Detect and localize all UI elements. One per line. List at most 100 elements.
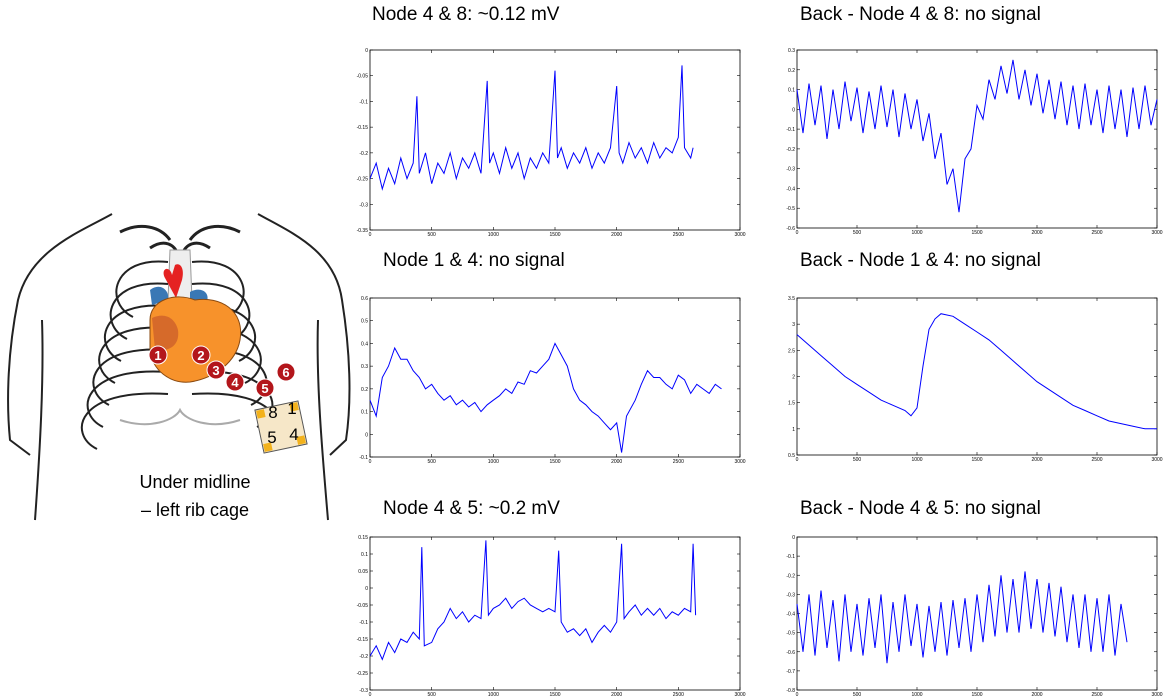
electrode [263,442,273,452]
plot-frame [796,49,1158,229]
x-tick-label: 2000 [1031,230,1042,236]
y-tick-label: -0.15 [357,125,369,131]
y-tick-label: 0.5 [788,453,795,459]
node-marker [225,372,245,392]
x-tick-label: 2000 [611,692,622,698]
patch-body [254,400,308,454]
heart-right [152,315,179,351]
x-tick-label: 1000 [911,692,922,698]
diaphragm [119,407,241,426]
y-tick-label: -0.35 [357,228,369,234]
x-tick-label: 3000 [734,692,745,698]
node-label: 6 [282,365,289,380]
x-tick-label: 500 [427,232,436,238]
x-tick-label: 500 [853,692,862,698]
y-tick-label: -0.3 [359,688,368,694]
y-tick-label: 0.6 [361,296,368,302]
plot-frame [369,536,741,691]
x-tick-label: 2000 [1031,692,1042,698]
signal-trace [369,65,694,191]
patch-label: 8 [268,403,277,422]
chart: Node 4 & 5: ~0.2 mV 0.15 0.1 0.05 0 -0.05 -0.1… [357,498,746,698]
y-tick-label: -0.3 [786,167,795,173]
y-tick-label: -0.25 [357,671,369,677]
x-tick-label: 500 [853,457,862,463]
y-tick-label: -0.4 [786,612,795,618]
patch-label: 4 [289,425,298,444]
y-tick-label: 0 [365,432,368,438]
x-tick-label: 2500 [1091,692,1102,698]
x-tick-label: 3000 [734,232,745,238]
patch-label: 1 [287,399,296,418]
y-tick-label: 0.1 [361,410,368,416]
x-tick-label: 2500 [673,692,684,698]
y-tick-label: -0.05 [357,603,369,609]
chart-title: Node 4 & 8: ~0.12 mV [372,4,560,25]
y-tick-label: 0.2 [788,68,795,74]
x-tick-label: 2500 [1091,230,1102,236]
x-tick-label: 0 [369,232,372,238]
torso-outline [7,213,351,521]
rib [81,392,169,450]
x-tick-label: 1500 [549,232,560,238]
x-tick-label: 0 [796,692,799,698]
signal-trace [369,540,697,661]
y-tick-label: -0.4 [786,186,795,192]
y-tick-label: -0.1 [359,99,368,105]
y-tick-label: -0.05 [357,74,369,80]
y-tick-label: -0.1 [786,554,795,560]
y-tick-label: 0 [792,535,795,541]
chart: Node 4 & 8: ~0.12 mV 0 -0.05 -0.1 -0.15 -0.2 -… [357,4,746,238]
x-tick-label: 1500 [549,459,560,465]
patch [254,400,308,454]
x-tick-label: 1500 [549,692,560,698]
y-tick-label: 1.5 [788,401,795,407]
x-tick-label: 2500 [673,232,684,238]
y-tick-label: 0.15 [358,535,368,541]
y-tick-label: -0.15 [357,637,369,643]
node-label: 1 [154,348,161,363]
x-tick-label: 1000 [911,230,922,236]
y-tick-label: 0.1 [361,552,368,558]
y-tick-label: -0.2 [359,151,368,157]
chart: Back - Node 4 & 5: no signal 0 -0.1 -0.2 -0.… [786,498,1162,698]
x-tick-label: 1000 [911,457,922,463]
x-tick-label: 3000 [1151,457,1162,463]
node-label: 5 [261,381,268,396]
caption: Under midline [139,472,250,492]
y-tick-label: -0.2 [359,654,368,660]
charts: Node 4 & 8: ~0.12 mV 0 -0.05 -0.1 -0.15 -0.2 -… [357,4,1163,698]
y-tick-label: 0.2 [361,387,368,393]
y-tick-label: 0.05 [358,569,368,575]
y-tick-label: -0.3 [786,592,795,598]
y-tick-label: 0 [792,107,795,113]
chart-title: Back - Node 4 & 8: no signal [800,4,1041,25]
node-label: 4 [231,375,239,390]
node-label: 2 [197,348,204,363]
aorta [163,264,183,298]
x-tick-label: 0 [369,459,372,465]
y-tick-label: -0.8 [786,688,795,694]
electrode [296,435,306,445]
chart-title: Back - Node 4 & 5: no signal [800,498,1041,519]
caption: – left rib cage [141,500,249,520]
signal-trace [796,571,1128,664]
x-tick-label: 1500 [971,230,982,236]
y-tick-label: -0.3 [359,202,368,208]
chart-title: Node 1 & 4: no signal [383,250,565,271]
y-tick-label: -0.1 [359,455,368,461]
y-tick-label: 0.4 [361,341,368,347]
node-marker [255,378,275,398]
chart: Node 1 & 4: no signal 0.6 0.5 0.4 0.3 0.2 0.1 0… [359,250,745,465]
y-tick-label: 1 [792,427,795,433]
rib [191,282,251,340]
y-tick-label: 2.5 [788,348,795,354]
y-tick-label: -0.6 [786,650,795,656]
y-tick-label: 3.5 [788,296,795,302]
x-tick-label: 500 [427,459,436,465]
electrode [289,402,299,412]
electrode [256,409,266,419]
chart-title: Back - Node 1 & 4: no signal [800,250,1041,271]
node-marker [148,345,168,365]
